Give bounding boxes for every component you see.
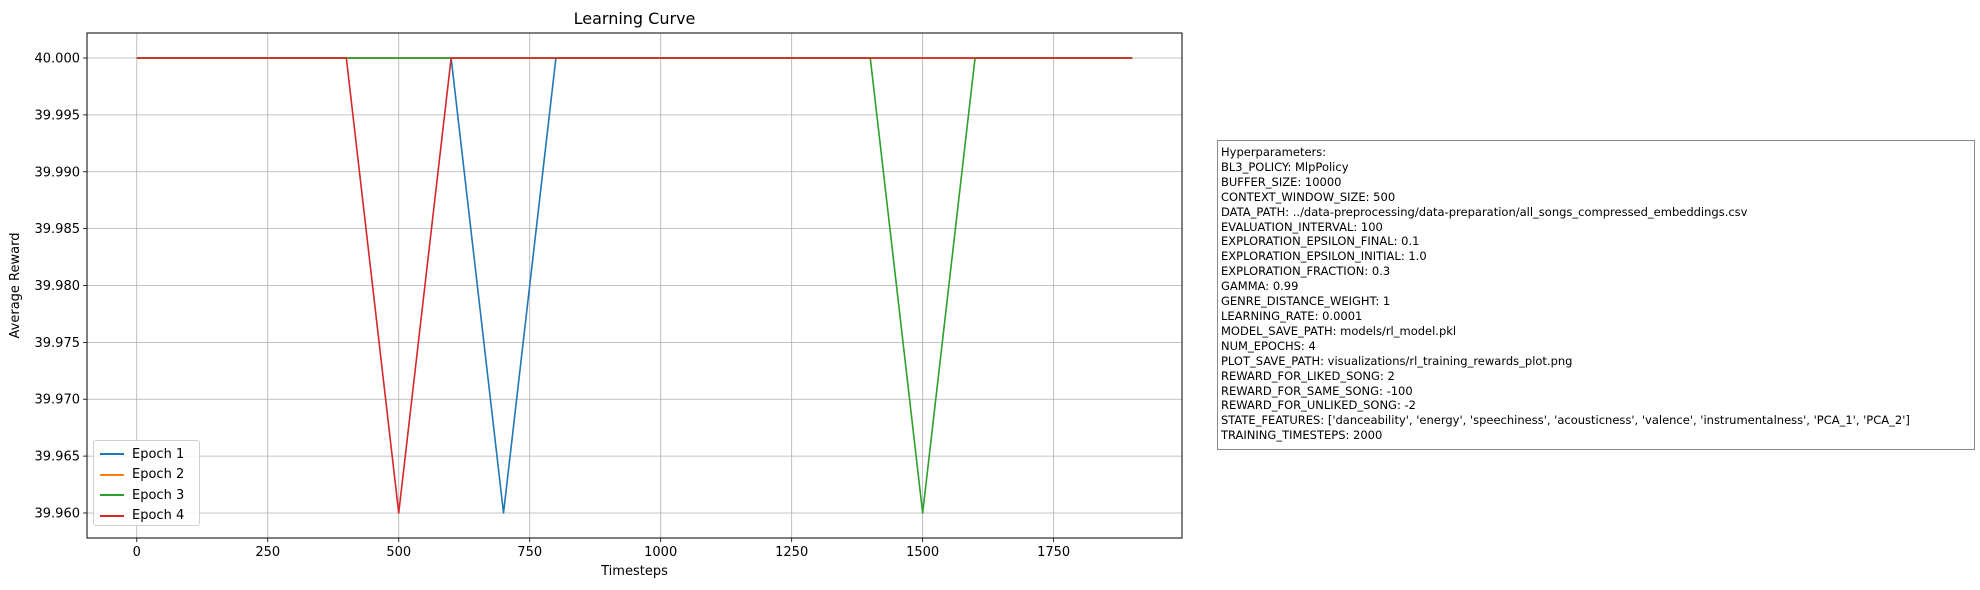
hyperparameter-line: BUFFER_SIZE: 10000 bbox=[1221, 174, 1342, 189]
hyperparameter-line: NUM_EPOCHS: 4 bbox=[1221, 338, 1316, 353]
hyperparameter-line: DATA_PATH: ../data-preprocessing/data-pr… bbox=[1221, 204, 1748, 219]
hyperparameter-line: EVALUATION_INTERVAL: 100 bbox=[1221, 219, 1383, 234]
x-tick-label: 750 bbox=[517, 545, 542, 560]
series-line-epoch-4 bbox=[136, 57, 1133, 514]
y-tick-label: 39.985 bbox=[35, 222, 81, 237]
x-tick-label: 1750 bbox=[1037, 545, 1070, 560]
x-axis-label: Timesteps bbox=[600, 564, 668, 579]
hyperparameters-heading: Hyperparameters: bbox=[1221, 145, 1327, 159]
y-tick-label: 39.975 bbox=[35, 336, 81, 351]
hyperparameter-line: EXPLORATION_EPSILON_FINAL: 0.1 bbox=[1221, 234, 1420, 249]
hyperparameters-box: Hyperparameters: BL3_POLICY: MlpPolicy B… bbox=[1217, 140, 1975, 450]
legend-label-epoch-2: Epoch 2 bbox=[132, 467, 185, 483]
hyperparameter-line: STATE_FEATURES: ['danceability', 'energy… bbox=[1221, 413, 1910, 428]
hyperparameter-line: EXPLORATION_FRACTION: 0.3 bbox=[1221, 264, 1391, 279]
x-tick-label: 1250 bbox=[775, 545, 808, 560]
hyperparameter-line: LEARNING_RATE: 0.0001 bbox=[1221, 308, 1363, 323]
legend-item-epoch-1: Epoch 1 bbox=[100, 444, 193, 465]
hyperparameter-line: REWARD_FOR_LIKED_SONG: 2 bbox=[1221, 368, 1395, 383]
hyperparameter-line: REWARD_FOR_SAME_SONG: -100 bbox=[1221, 383, 1413, 398]
legend-item-epoch-2: Epoch 2 bbox=[100, 465, 193, 486]
axis-ticks: 0 250 500 750 1000 1250 1500 1750 39.960 39.965 39… bbox=[35, 52, 1071, 560]
y-tick-label: 39.970 bbox=[35, 393, 81, 408]
x-tick-label: 500 bbox=[386, 545, 411, 560]
hyperparameter-line: EXPLORATION_EPSILON_INITIAL: 1.0 bbox=[1221, 249, 1427, 264]
legend-item-epoch-4: Epoch 4 bbox=[100, 506, 193, 527]
hyperparameter-line: MODEL_SAVE_PATH: models/rl_model.pkl bbox=[1221, 323, 1457, 338]
hyperparameter-line: BL3_POLICY: MlpPolicy bbox=[1221, 159, 1349, 174]
hyperparameter-line: GENRE_DISTANCE_WEIGHT: 1 bbox=[1221, 294, 1391, 309]
x-tick-label: 1000 bbox=[644, 545, 677, 560]
legend-swatch-epoch-1 bbox=[100, 453, 124, 456]
chart-title: Learning Curve bbox=[574, 9, 696, 28]
hyperparameter-line: REWARD_FOR_UNLIKED_SONG: -2 bbox=[1221, 398, 1416, 413]
series-lines bbox=[136, 57, 1133, 514]
y-tick-label: 39.990 bbox=[35, 165, 81, 180]
hyperparameter-line: PLOT_SAVE_PATH: visualizations/rl_traini… bbox=[1221, 353, 1573, 368]
x-tick-label: 1500 bbox=[906, 545, 939, 560]
x-tick-label: 250 bbox=[255, 545, 280, 560]
x-tick-label: 0 bbox=[133, 545, 141, 560]
hyperparameter-line: TRAINING_TIMESTEPS: 2000 bbox=[1221, 428, 1383, 443]
y-tick-label: 39.995 bbox=[35, 108, 81, 123]
chart-legend: Epoch 1 Epoch 2 Epoch 3 Epoch 4 bbox=[93, 440, 200, 526]
legend-label-epoch-4: Epoch 4 bbox=[132, 508, 185, 524]
y-axis-label: Average Reward bbox=[8, 233, 23, 339]
legend-swatch-epoch-4 bbox=[100, 514, 124, 517]
hyperparameter-line: CONTEXT_WINDOW_SIZE: 500 bbox=[1221, 189, 1396, 204]
legend-swatch-epoch-3 bbox=[100, 494, 124, 497]
y-tick-label: 40.000 bbox=[35, 52, 81, 67]
legend-label-epoch-1: Epoch 1 bbox=[132, 446, 185, 462]
y-tick-label: 39.980 bbox=[35, 279, 81, 294]
legend-swatch-epoch-2 bbox=[100, 473, 124, 476]
legend-label-epoch-3: Epoch 3 bbox=[132, 487, 185, 503]
y-tick-label: 39.965 bbox=[35, 450, 81, 465]
legend-item-epoch-3: Epoch 3 bbox=[100, 485, 193, 506]
grid-lines bbox=[87, 33, 1182, 538]
y-tick-label: 39.960 bbox=[35, 506, 81, 521]
hyperparameter-line: GAMMA: 0.99 bbox=[1221, 279, 1299, 294]
